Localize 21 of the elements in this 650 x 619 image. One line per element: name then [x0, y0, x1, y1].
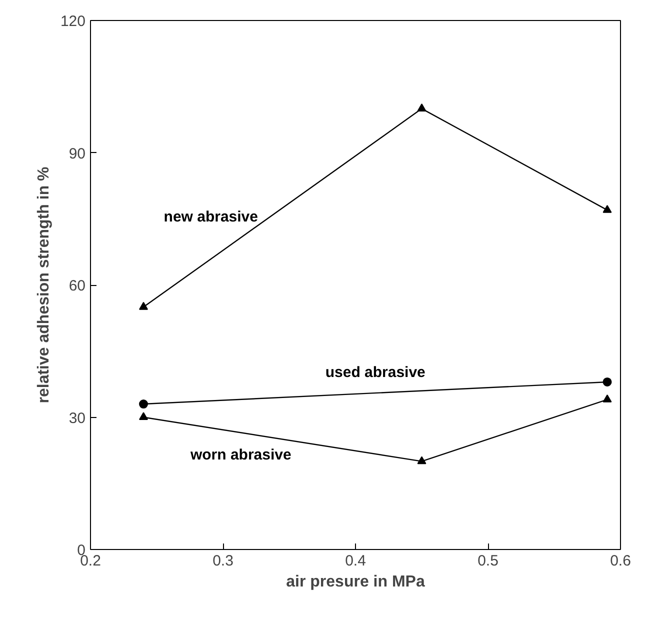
point [139, 400, 148, 409]
point [139, 412, 148, 420]
x-tick-label: 0.4 [345, 552, 366, 570]
series-label: worn abrasive [189, 446, 292, 464]
point [417, 456, 426, 464]
point [417, 104, 426, 112]
point [602, 394, 612, 402]
y-tick-label: 30 [68, 410, 86, 427]
point [139, 302, 148, 310]
x-tick-label: 0.3 [212, 552, 234, 570]
x-tick-label: 0.5 [478, 552, 498, 570]
series-label: used abrasive [325, 364, 426, 382]
x-axis-title: air presure in MPa [286, 574, 425, 590]
x-tick-label: 0.6 [610, 552, 631, 570]
series-label: new abrasive [164, 208, 258, 226]
y-axis-title: relative adhesion strength in % [35, 166, 52, 404]
point [602, 204, 612, 213]
y-tick-label: 60 [68, 278, 86, 294]
point [602, 377, 612, 386]
y-tick-label: 120 [60, 13, 86, 30]
y-tick-label: 90 [68, 145, 86, 162]
